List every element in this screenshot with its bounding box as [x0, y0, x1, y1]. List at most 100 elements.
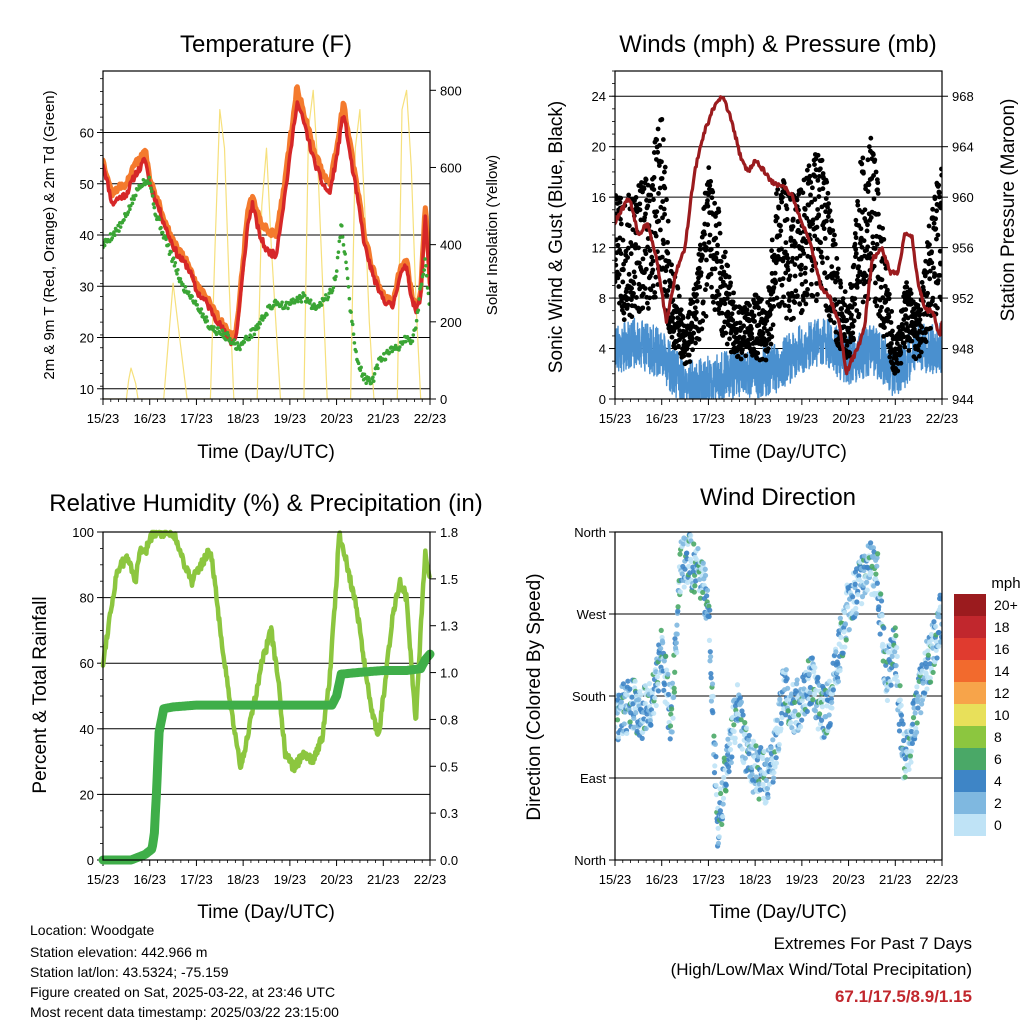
gust-point	[815, 207, 821, 212]
direction-point	[739, 708, 745, 714]
direction-point	[788, 691, 795, 697]
dewpoint-point	[343, 252, 347, 256]
dewpoint-point	[183, 285, 188, 289]
dewpoint-point	[397, 348, 401, 352]
extremes-value: 67.1/17.5/8.9/1.15	[834, 987, 972, 1006]
gust-point	[785, 267, 791, 273]
y-tick-label: 100	[72, 525, 94, 540]
direction-point	[647, 718, 653, 724]
gust-point	[719, 310, 725, 316]
winds-series	[615, 95, 942, 399]
direction-point	[707, 654, 714, 660]
direction-point	[811, 669, 817, 675]
x-tick-label: 21/23	[367, 411, 400, 426]
direction-point	[856, 573, 862, 579]
dewpoint-point	[305, 296, 310, 301]
gust-point	[626, 271, 632, 277]
direction-point	[632, 678, 638, 684]
gust-point	[855, 199, 860, 204]
gust-point	[806, 202, 812, 208]
direction-point	[615, 717, 621, 723]
direction-point	[893, 673, 900, 679]
direction-point	[875, 551, 881, 557]
gust-point	[704, 282, 710, 287]
dewpoint-point	[371, 375, 375, 380]
gust-point	[781, 255, 787, 261]
gust-point	[799, 281, 805, 287]
gust-point	[733, 304, 739, 310]
gust-point	[851, 337, 856, 343]
gust-point	[729, 311, 735, 317]
gust-point	[651, 197, 656, 203]
direction-point	[615, 724, 618, 730]
direction-point	[654, 674, 660, 680]
gust-point	[939, 172, 942, 178]
gust-point	[723, 330, 729, 336]
direction-point	[760, 755, 766, 762]
gust-point	[770, 322, 776, 328]
direction-point	[838, 634, 844, 640]
direction-point	[873, 571, 879, 577]
direction-point	[833, 649, 839, 655]
gust-point	[697, 284, 703, 290]
gust-point	[659, 159, 664, 165]
gust-point	[825, 214, 831, 219]
gust-point	[853, 251, 859, 256]
legend-label: 8	[994, 729, 1002, 745]
gust-point	[871, 173, 876, 178]
gust-point	[792, 273, 798, 279]
gust-point	[665, 218, 671, 224]
gust-point	[741, 323, 747, 329]
direction-point	[843, 637, 849, 643]
gust-point	[886, 296, 892, 302]
direction-point	[723, 782, 729, 788]
gust-point	[887, 354, 893, 360]
winds-xlabel: Time (Day/UTC)	[709, 442, 847, 463]
direction-point	[889, 653, 895, 659]
direction-point	[695, 545, 701, 552]
gust-point	[629, 285, 635, 291]
gust-point	[786, 303, 792, 309]
gust-point	[816, 174, 822, 179]
gust-point	[650, 183, 656, 188]
gust-point	[743, 353, 749, 359]
temperature-ylabel-right: Solar Insolation (Yellow)	[484, 155, 501, 315]
gust-point	[621, 267, 626, 273]
direction-point	[727, 746, 734, 753]
gust-point	[629, 314, 635, 320]
direction-point	[906, 766, 912, 773]
dewpoint-point	[190, 294, 194, 299]
direction-point	[776, 741, 782, 748]
gust-point	[637, 207, 643, 213]
gust-point	[810, 221, 816, 227]
x-tick-label: 15/23	[599, 872, 632, 887]
direction-point	[894, 653, 900, 660]
plot-frame	[614, 70, 943, 400]
direction-point	[893, 632, 899, 639]
gust-point	[926, 223, 932, 229]
gust-point	[786, 277, 792, 283]
solar-insolation-line	[103, 89, 430, 399]
gust-point	[620, 279, 626, 285]
gust-point	[850, 330, 856, 336]
extremes-subtitle: (High/Low/Max Wind/Total Precipitation)	[670, 960, 972, 979]
dewpoint-point	[169, 250, 173, 254]
x-tick-label: 18/23	[739, 872, 772, 887]
gust-point	[917, 317, 923, 323]
direction-point	[697, 595, 704, 601]
gust-point	[710, 189, 716, 195]
dewpoint-point	[341, 243, 346, 247]
gust-point	[808, 179, 814, 185]
direction-point	[707, 607, 713, 613]
humidity-plot: 0 20 40 60 80 100 15/23 16/23 17/23 18/23 19/23 20/…	[72, 525, 458, 887]
gust-point	[875, 211, 881, 217]
direction-point	[819, 704, 826, 710]
direction-point	[840, 650, 846, 656]
gust-point	[749, 326, 754, 332]
gust-point	[709, 284, 714, 290]
direction-point	[915, 693, 921, 700]
y-right-tick-label: 0.8	[440, 712, 458, 727]
direction-point	[691, 541, 697, 547]
gust-point	[832, 297, 838, 302]
gust-point	[759, 316, 765, 322]
